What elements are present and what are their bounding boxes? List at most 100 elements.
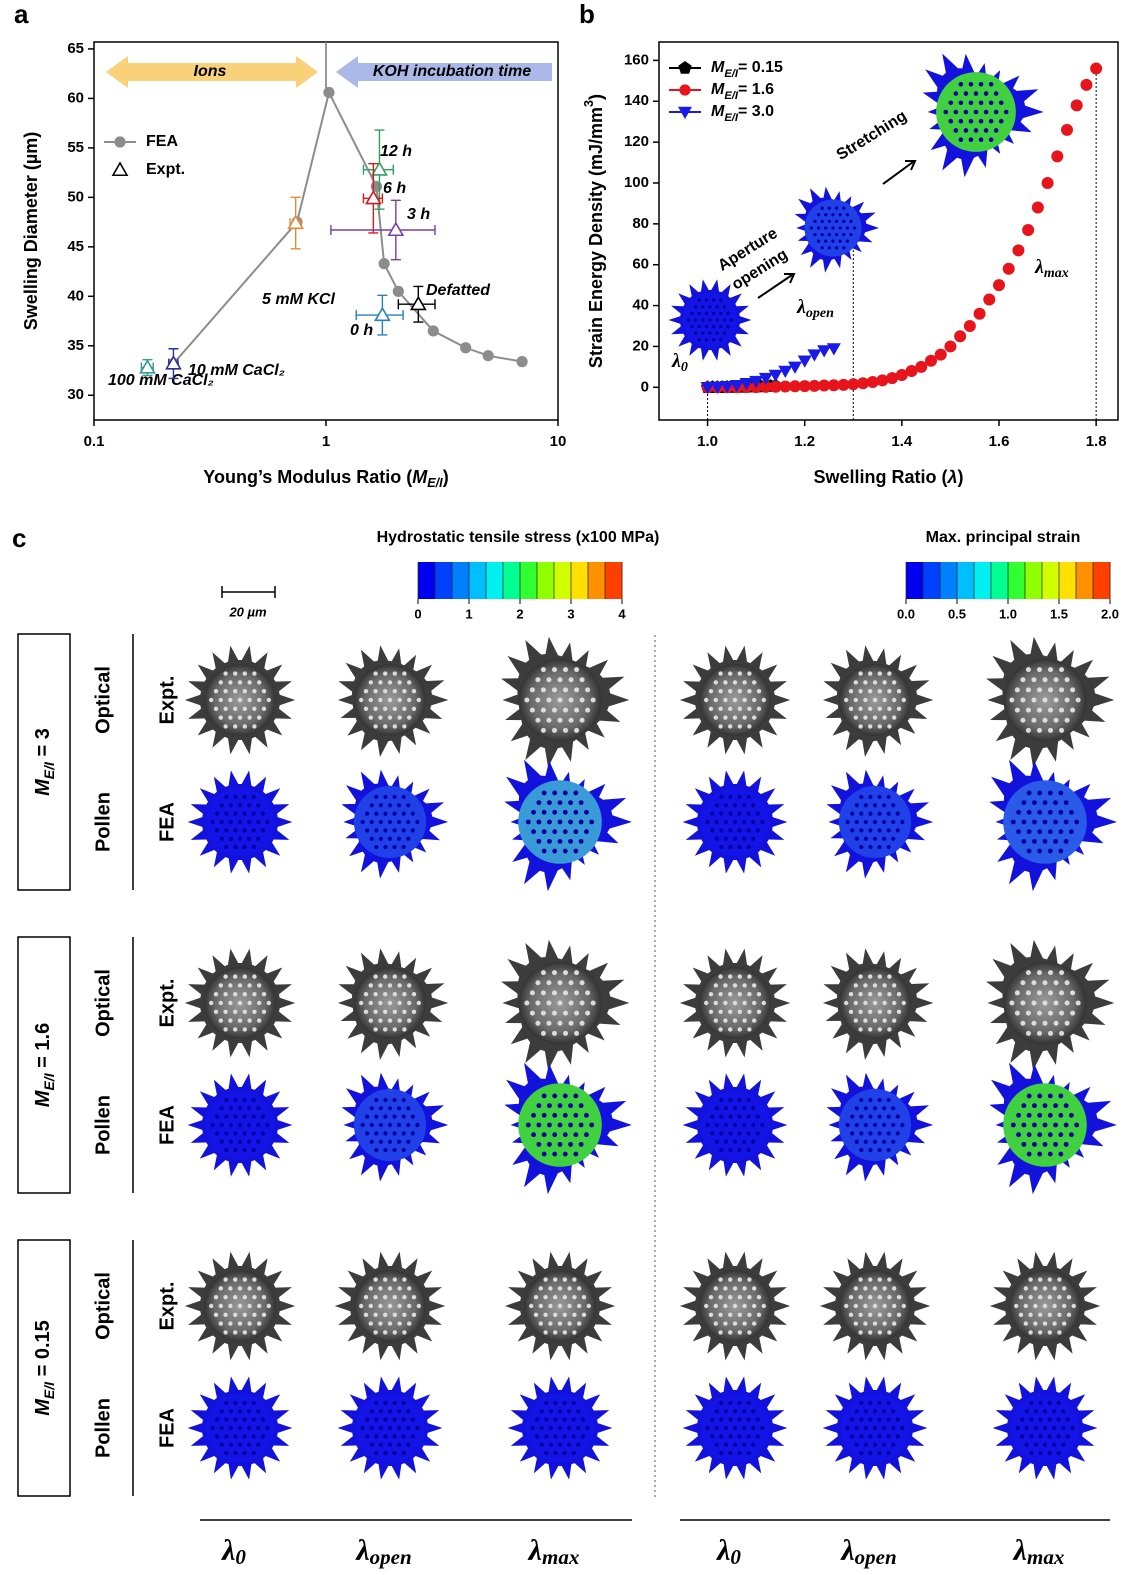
pollen-spine-dot bbox=[266, 1000, 271, 1006]
text-part: M bbox=[32, 1398, 54, 1416]
pollen-spine-dot bbox=[1014, 707, 1020, 713]
stage-label: λmax bbox=[1034, 256, 1069, 282]
pollen-spine-dot bbox=[256, 803, 261, 808]
pollen-spine-dot bbox=[1026, 790, 1032, 796]
pollen-spine-dot bbox=[218, 1303, 223, 1309]
text-part: Swelling Ratio ( bbox=[813, 467, 947, 487]
pollen-spine-dot bbox=[1042, 717, 1048, 723]
pollen-spine-dot bbox=[368, 715, 373, 720]
pollen-spine-dot bbox=[708, 1295, 714, 1300]
pollen-spine-dot bbox=[378, 1442, 383, 1447]
pollen-spine-dot bbox=[251, 1417, 256, 1422]
pollen-spine-dot bbox=[233, 706, 238, 711]
pollen-spine-dot bbox=[237, 1122, 243, 1128]
pollen-spine-dot bbox=[228, 836, 233, 841]
pollen-spine-dot bbox=[723, 819, 728, 825]
pollen-spine-dot bbox=[387, 1018, 393, 1023]
pollen-spine-dot bbox=[686, 318, 691, 322]
pollen-spine-dot bbox=[886, 811, 891, 816]
pollen-spine-dot bbox=[392, 706, 397, 711]
pollen-spine-dot bbox=[1052, 1425, 1057, 1431]
pollen-spine-dot bbox=[543, 1330, 548, 1335]
pollen-spine-dot bbox=[742, 697, 747, 703]
pollen-spine-dot bbox=[742, 715, 747, 720]
pollen-spine-dot bbox=[728, 1400, 733, 1406]
pollen-spine-dot bbox=[896, 1009, 902, 1014]
pollen-spine-dot bbox=[223, 1330, 228, 1335]
x-tick-label: 10 bbox=[550, 433, 567, 450]
pollen-spine-dot bbox=[535, 1434, 540, 1439]
data-point bbox=[700, 382, 715, 395]
pollen-spine-dot bbox=[373, 1277, 378, 1282]
pollen-spine-dot bbox=[568, 1000, 574, 1006]
text-part: λ bbox=[796, 296, 806, 318]
pollen-spine-dot bbox=[237, 1321, 243, 1326]
pollen-spine-dot bbox=[251, 1450, 256, 1456]
pollen-spine-dot bbox=[742, 1425, 747, 1431]
pollen-spine-dot bbox=[877, 1027, 882, 1032]
pollen-spine-dot bbox=[1026, 1132, 1032, 1138]
pollen-spine-dot bbox=[383, 811, 388, 816]
pollen-spine-dot bbox=[732, 1106, 738, 1111]
colorbar-tick-label: 0 bbox=[414, 606, 421, 621]
colorbar-swatch bbox=[991, 562, 1009, 599]
pollen-spine-dot bbox=[872, 1425, 878, 1431]
pollen-spine-dot bbox=[242, 828, 247, 833]
pollen-spine-dot bbox=[742, 803, 747, 808]
pollen-spine-dot bbox=[953, 91, 959, 96]
pollen-spine-dot bbox=[368, 983, 373, 988]
pollen-spine-dot bbox=[886, 1417, 891, 1422]
pollen-spine-dot bbox=[1066, 1312, 1072, 1318]
pollen-spine-dot bbox=[1047, 1030, 1054, 1036]
pollen-spine-dot bbox=[751, 1425, 756, 1431]
pollen-spine-dot bbox=[392, 1027, 397, 1032]
pollen-spine-dot bbox=[1033, 1442, 1038, 1447]
pollen-spine-dot bbox=[831, 226, 835, 230]
pollen-spine-dot bbox=[524, 697, 530, 703]
pollen-spine-dot bbox=[553, 1434, 558, 1439]
pollen-spine-dot bbox=[387, 1000, 393, 1006]
pollen-spine-dot bbox=[1058, 1093, 1064, 1099]
data-point bbox=[720, 381, 734, 394]
pollen-spine-dot bbox=[737, 844, 742, 850]
pollen-image bbox=[341, 769, 449, 879]
colorbar-tick-label: 2.0 bbox=[1101, 606, 1119, 621]
pollen-spine-dot bbox=[228, 1286, 233, 1291]
pollen-spine-dot bbox=[383, 671, 388, 676]
annotation-arrow bbox=[882, 160, 917, 185]
range-arrow bbox=[106, 56, 318, 88]
pollen-spine-dot bbox=[713, 1018, 718, 1023]
pollen-spine-dot bbox=[242, 1330, 247, 1335]
pollen-spine-dot bbox=[853, 983, 858, 988]
data-point bbox=[287, 214, 305, 230]
data-point bbox=[759, 380, 772, 393]
pollen-spine-dot bbox=[723, 697, 728, 703]
pollen-spine-dot bbox=[877, 1114, 882, 1119]
pollen-spine-dot bbox=[1053, 800, 1058, 806]
pollen-spine-dot bbox=[732, 803, 738, 808]
pollen-spine-dot bbox=[710, 1114, 715, 1119]
data-point bbox=[789, 380, 801, 393]
scale-bar-label: 20 µm bbox=[228, 604, 267, 619]
pollen-spine-dot bbox=[1064, 677, 1070, 683]
error-bar bbox=[330, 225, 436, 236]
pollen-spine-dot bbox=[1037, 1132, 1043, 1138]
pollen-spine-dot bbox=[713, 1321, 718, 1326]
pollen-spine-dot bbox=[895, 828, 900, 833]
pollen-spine-dot bbox=[886, 1131, 891, 1136]
pollen-spine-dot bbox=[1070, 707, 1076, 713]
data-point bbox=[837, 378, 850, 391]
pollen-spine-dot bbox=[892, 697, 897, 703]
pollen-spine-dot bbox=[562, 1132, 568, 1138]
pollen-spine-dot bbox=[723, 1303, 728, 1309]
pollen-spine-dot bbox=[407, 1303, 412, 1309]
pollen-spine-dot bbox=[387, 1286, 393, 1291]
pollen-spine-dot bbox=[218, 1000, 223, 1006]
text-part: ) bbox=[958, 467, 964, 487]
pollen-spine-dot bbox=[215, 828, 220, 833]
pollen-spine-dot bbox=[1056, 1400, 1061, 1406]
pollen-spine-dot bbox=[228, 983, 233, 988]
pollen-spine-dot bbox=[863, 1106, 868, 1111]
pollen-spine-dot bbox=[266, 697, 271, 703]
pollen-spine-dot bbox=[701, 318, 705, 322]
